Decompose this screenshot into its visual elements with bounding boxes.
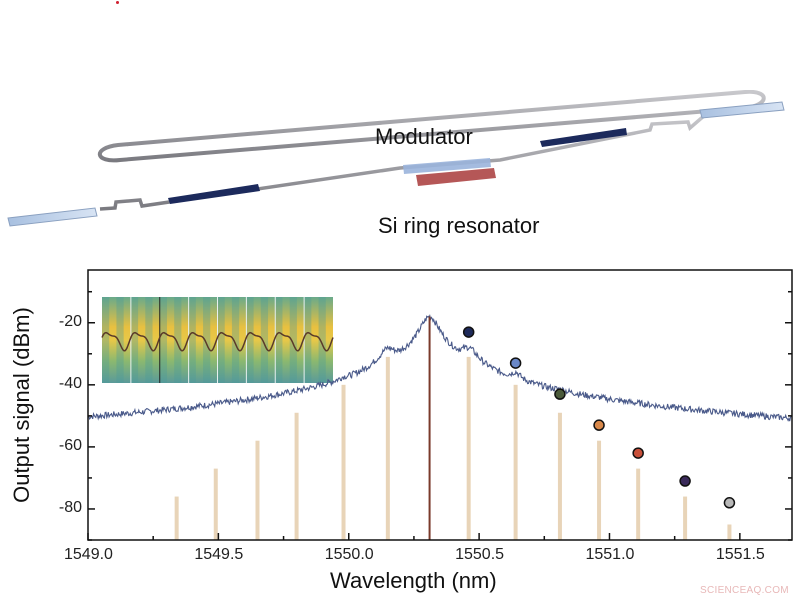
comb-line-marker: [509, 357, 522, 369]
y-tick-label: -80: [58, 498, 82, 516]
simulated-comb-bar: [385, 356, 390, 540]
x-tick-label: 1551.0: [585, 546, 635, 563]
comb-line-marker: [723, 497, 736, 509]
simulated-comb-bar: [683, 496, 688, 540]
left-taper: [168, 184, 260, 204]
x-tick-label: 1549.0: [64, 546, 113, 563]
modulator-bottom-electrode: [416, 168, 496, 186]
simulated-comb-bar: [294, 412, 299, 540]
simulated-comb-bar: [727, 524, 732, 540]
y-tick-label: -60: [58, 436, 82, 454]
simulated-comb-bar: [255, 440, 260, 540]
ring-resonator-diagram: [7, 90, 785, 227]
x-tick-label: 1550.0: [324, 546, 374, 563]
spectrum-line: [87, 313, 793, 422]
inset-waveform: [101, 297, 334, 383]
comb-line-marker: [593, 419, 605, 431]
comb-line-marker: [679, 475, 691, 487]
right-taper: [540, 128, 627, 147]
input-grating-coupler: [7, 207, 98, 227]
x-axis-label: Wavelength (nm): [330, 568, 497, 593]
simulated-comb-bar: [597, 440, 602, 540]
simulated-comb-bar: [513, 384, 518, 540]
modulator-top-electrode: [403, 158, 491, 174]
y-axis-label: Output signal (dBm): [9, 307, 34, 503]
simulated-comb-bar: [213, 468, 218, 540]
simulated-comb-bar: [466, 356, 471, 540]
comb-line-marker: [632, 447, 644, 459]
red-dot-artifact: [116, 1, 119, 4]
y-tick-label: -20: [58, 312, 82, 330]
plot-frame: [87, 269, 793, 541]
simulated-comb-bar: [174, 496, 179, 540]
modulator-label: Modulator: [375, 124, 473, 149]
y-tick-label: -40: [58, 374, 82, 392]
simulated-comb-bar: [636, 468, 641, 540]
comb-line-marker: [462, 326, 475, 338]
simulated-comb-bar: [557, 412, 562, 540]
comb-line-marker: [554, 388, 566, 400]
ring-resonator-label: Si ring resonator: [378, 213, 540, 238]
watermark: SCIENCEAQ.COM: [700, 585, 789, 596]
x-tick-label: 1549.5: [194, 546, 244, 563]
x-tick-label: 1550.5: [455, 546, 505, 563]
simulated-comb-bar: [341, 384, 346, 540]
output-grating-coupler: [699, 101, 785, 119]
x-tick-label: 1551.5: [715, 546, 765, 563]
